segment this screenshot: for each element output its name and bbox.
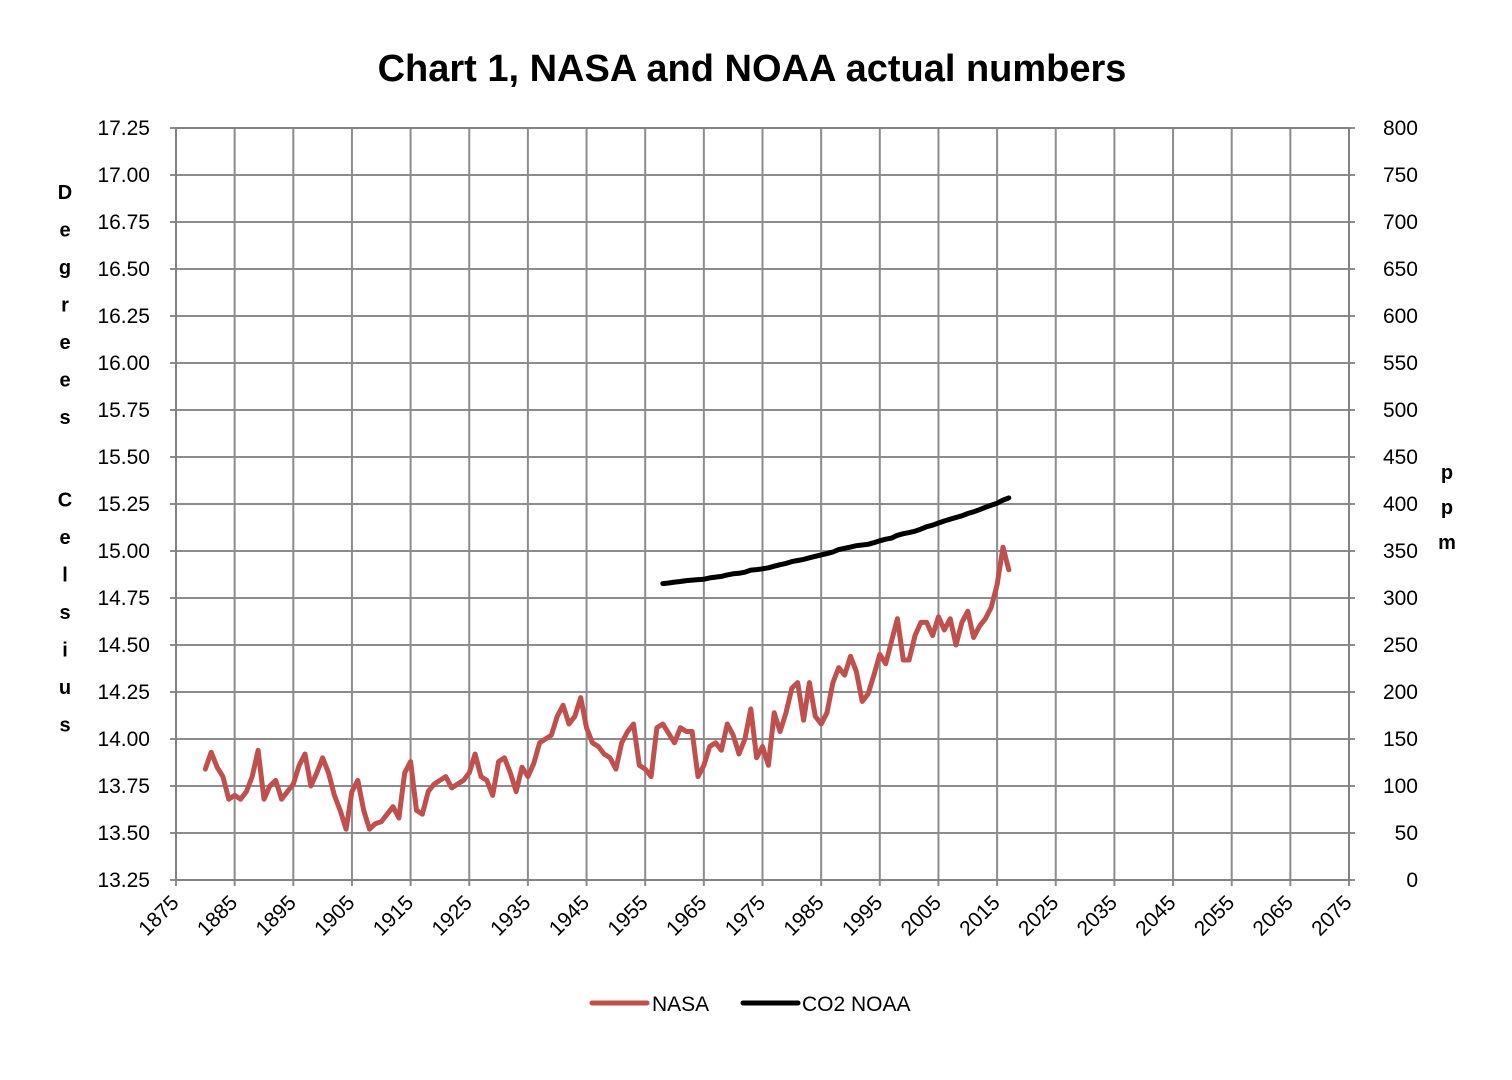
y-tick-label: 14.75 <box>97 587 150 610</box>
y2-tick-label: 0 <box>1406 869 1418 892</box>
y-tick-label: 15.50 <box>97 446 150 469</box>
x-tick-label: 1995 <box>838 891 887 940</box>
y2-axis-label-char: p <box>1441 462 1453 484</box>
y-axis-label-char: i <box>62 640 68 662</box>
right-axis-ticks: 0 50 100 150 200 250 300 350 400 450 500 550 600 650 7… <box>1383 117 1418 892</box>
x-tick-label: 1885 <box>193 891 242 940</box>
y-axis-label-char: r <box>61 295 69 317</box>
y-axis-label-char: e <box>59 370 70 392</box>
y2-tick-label: 400 <box>1383 493 1418 516</box>
y2-tick-label: 50 <box>1395 822 1418 845</box>
x-tick-label: 1935 <box>486 891 535 940</box>
y-tick-label: 14.50 <box>97 634 150 657</box>
y2-tick-label: 800 <box>1383 117 1418 140</box>
y-tick-label: 14.25 <box>97 681 150 704</box>
x-tick-label: 2045 <box>1131 891 1180 940</box>
x-tick-label: 1975 <box>721 891 770 940</box>
y-tick-label: 16.50 <box>97 258 150 281</box>
y2-tick-label: 700 <box>1383 211 1418 234</box>
y2-tick-label: 150 <box>1383 728 1418 751</box>
x-tick-label: 2035 <box>1073 891 1122 940</box>
y-axis-label-char: e <box>59 332 70 354</box>
y-tick-label: 15.00 <box>97 540 150 563</box>
series-lines <box>202 495 1012 832</box>
y2-tick-label: 250 <box>1383 634 1418 657</box>
x-tick-label: 1955 <box>603 891 652 940</box>
y2-tick-label: 350 <box>1383 540 1418 563</box>
x-axis-ticks: 1875 1885 1895 1905 1915 1925 1935 1945 1955 1965… <box>134 891 1356 940</box>
plot-area-border <box>175 127 1350 881</box>
y-axis-label-char: l <box>62 565 68 587</box>
y-axis-label-char: u <box>59 677 71 699</box>
y2-tick-label: 650 <box>1383 258 1418 281</box>
co2-noaa-series-line <box>660 495 1012 587</box>
y2-tick-label: 300 <box>1383 587 1418 610</box>
nasa-series-line <box>202 544 1012 832</box>
y-tick-label: 17.25 <box>97 117 150 140</box>
x-tick-label: 2065 <box>1249 891 1298 940</box>
legend-label-nasa: NASA <box>652 993 709 1016</box>
x-tick-label: 2015 <box>955 891 1004 940</box>
x-tick-label: 1905 <box>310 891 359 940</box>
x-tick-label: 1875 <box>134 891 183 940</box>
y-axis-label-char: e <box>59 527 70 549</box>
y-tick-label: 14.00 <box>97 728 150 751</box>
y2-axis-label: ppm <box>1438 462 1456 554</box>
y2-axis-label-char: m <box>1438 532 1456 554</box>
y-tick-label: 15.75 <box>97 399 150 422</box>
x-tick-label: 2075 <box>1307 891 1356 940</box>
y2-tick-label: 100 <box>1383 775 1418 798</box>
y-axis-label-char: C <box>58 490 72 512</box>
y-tick-label: 15.25 <box>97 493 150 516</box>
y-tick-label: 13.25 <box>97 869 150 892</box>
x-tick-label: 1915 <box>369 891 418 940</box>
x-tick-label: 1965 <box>662 891 711 940</box>
y2-tick-label: 550 <box>1383 352 1418 375</box>
y-tick-label: 13.50 <box>97 822 150 845</box>
x-tick-label: 2055 <box>1190 891 1239 940</box>
x-tick-label: 1945 <box>545 891 594 940</box>
y-axis-label-char: D <box>58 182 72 204</box>
y-tick-label: 16.00 <box>97 352 150 375</box>
y-axis-label-char: e <box>59 220 70 242</box>
left-axis-ticks: 13.25 13.50 13.75 14.00 14.25 14.50 14.75 15.00… <box>97 117 150 892</box>
x-tick-label: 1895 <box>252 891 301 940</box>
y-axis-label-char: s <box>59 602 70 624</box>
legend: NASA CO2 NOAA <box>589 993 911 1016</box>
chart-title: Chart 1, NASA and NOAA actual numbers <box>378 48 1127 90</box>
y-tick-label: 13.75 <box>97 775 150 798</box>
x-tick-label: 2005 <box>897 891 946 940</box>
x-tick-label: 2025 <box>1014 891 1063 940</box>
y-axis-label-char: s <box>59 715 70 737</box>
y2-tick-label: 500 <box>1383 399 1418 422</box>
y2-tick-label: 200 <box>1383 681 1418 704</box>
y-axis-label-char: s <box>59 407 70 429</box>
y2-tick-label: 600 <box>1383 305 1418 328</box>
x-tick-label: 1985 <box>779 891 828 940</box>
y2-tick-label: 450 <box>1383 446 1418 469</box>
y2-axis-label-char: p <box>1441 497 1453 519</box>
y-tick-label: 16.25 <box>97 305 150 328</box>
y2-tick-label: 750 <box>1383 164 1418 187</box>
x-tick-label: 1925 <box>427 891 476 940</box>
gridlines <box>170 127 1355 886</box>
legend-label-co2-noaa: CO2 NOAA <box>802 993 911 1016</box>
y-tick-label: 16.75 <box>97 211 150 234</box>
y-tick-label: 17.00 <box>97 164 150 187</box>
y-axis-label-char: g <box>59 257 71 279</box>
